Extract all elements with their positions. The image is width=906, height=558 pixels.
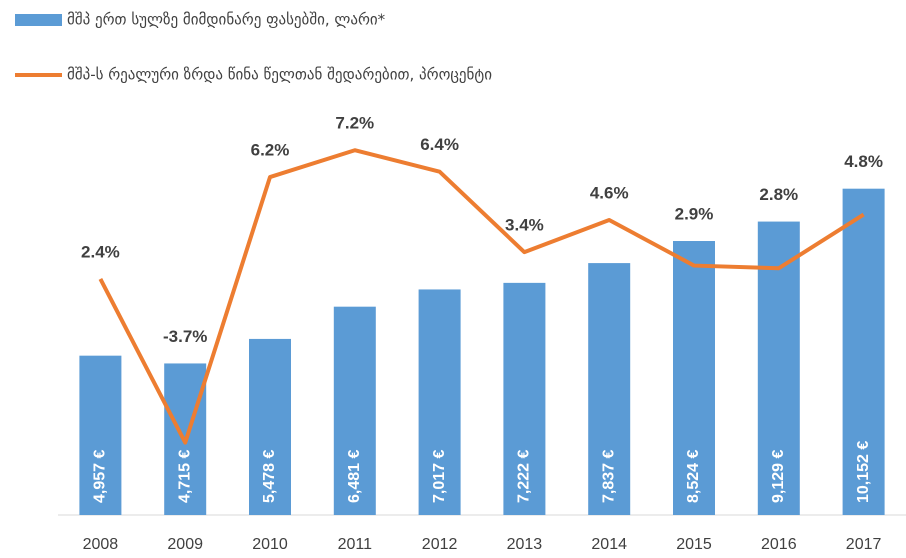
- line-value-label: 4.8%: [844, 152, 883, 171]
- bar: [249, 338, 291, 515]
- bar-value-label: 9,129 €: [770, 450, 787, 503]
- x-tick-label: 2017: [846, 536, 882, 553]
- line-value-label: 4.6%: [590, 183, 629, 202]
- line-value-label: 2.9%: [675, 204, 714, 223]
- x-tick-label: 2015: [676, 536, 712, 553]
- bar: [588, 263, 631, 515]
- bar: [79, 355, 122, 515]
- bar-value-label: 7,837 €: [600, 450, 617, 503]
- line: [98, 148, 865, 445]
- bar-value-label: 4,957 €: [92, 450, 109, 503]
- line-value-label: 3.4%: [505, 216, 544, 235]
- line-value-label: 2.8%: [759, 185, 798, 204]
- line-value-label: 2.4%: [81, 242, 120, 261]
- x-tick-label: 2008: [83, 536, 119, 553]
- bar-value-label: 5,478 €: [261, 450, 278, 503]
- bar: [333, 306, 376, 515]
- legend-swatch: [15, 14, 62, 26]
- x-tick-label: 2009: [167, 536, 203, 553]
- x-tick-label: 2012: [422, 536, 458, 553]
- x-tick-label: 2011: [338, 536, 373, 553]
- bar-value-label: 6,481 €: [346, 450, 363, 503]
- line-value-label: -3.7%: [163, 327, 207, 346]
- line-value-label: 7.2%: [335, 114, 374, 133]
- bar-value-label: 7,017 €: [431, 450, 448, 503]
- x-tick-label: 2010: [252, 536, 288, 553]
- bar-value-label: 7,222 €: [516, 450, 533, 503]
- bar: [503, 282, 546, 515]
- x-tick-label: 2014: [591, 536, 627, 553]
- bar: [673, 241, 715, 515]
- legend-label: მშპ ერთ სულზე მიმდინარე ფასებში, ლარი*: [67, 11, 386, 29]
- bar-value-label: 4,715 €: [176, 450, 193, 503]
- bar: [842, 188, 885, 515]
- line-value-label: 6.2%: [251, 141, 290, 160]
- legend-label: მშპ-ს რეალური ზრდა წინა წელთან შედარებით…: [67, 66, 492, 84]
- bar: [757, 221, 800, 515]
- bar-value-label: 8,524 €: [685, 450, 702, 503]
- bar-value-label: 10,152 €: [855, 441, 872, 503]
- bar: [418, 289, 461, 515]
- line-value-label: 6.4%: [420, 135, 459, 154]
- x-tick-label: 2013: [507, 536, 543, 553]
- x-tick-label: 2016: [761, 536, 797, 553]
